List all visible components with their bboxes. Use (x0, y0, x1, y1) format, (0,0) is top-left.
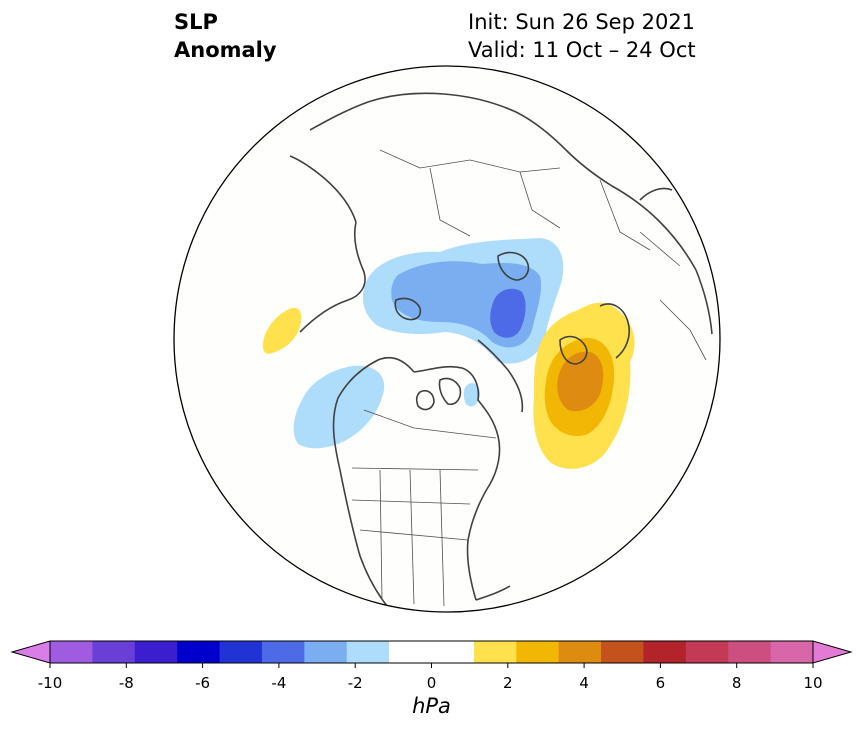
colorbar-cell (304, 641, 348, 663)
colorbar-tick-label: 0 (427, 674, 437, 690)
colorbar-unit-label: hPa (412, 694, 451, 718)
title-line-1: SLP (174, 10, 218, 34)
colorbar-tick-label: 10 (803, 674, 822, 690)
colorbar-tick-label: -2 (348, 674, 363, 690)
colorbar-cell (643, 641, 687, 663)
colorbar-cell (92, 641, 136, 663)
colorbar-cell (685, 641, 729, 663)
anomaly-greenland-high (533, 302, 635, 469)
polar-map (173, 65, 721, 613)
anomaly-siberia-low (362, 238, 564, 364)
colorbar-cell (770, 641, 814, 663)
colorbar-tick-label: -8 (119, 674, 134, 690)
colorbar-tick-label: -4 (271, 674, 286, 690)
anomaly-gulf-of-alaska-low (293, 365, 480, 449)
map-boundary (173, 65, 721, 613)
map-background (174, 66, 720, 612)
borders (351, 149, 707, 607)
colorbar-tick-label: -6 (195, 674, 210, 690)
colorbar-cell (516, 641, 560, 663)
title-line-2: Anomaly (174, 38, 277, 62)
colorbar-cell (728, 641, 772, 663)
colorbar-cell (389, 641, 432, 663)
valid-range: Valid: 11 Oct – 24 Oct (468, 38, 696, 62)
colorbar-cell (50, 641, 93, 663)
colorbar-extend-max (812, 640, 853, 664)
colorbar-cell (473, 641, 517, 663)
colorbar-tick-label: 6 (656, 674, 666, 690)
colorbar-cells (10, 640, 853, 664)
colorbar-cell (346, 641, 390, 663)
colorbar-cell (261, 641, 305, 663)
anomaly-north-pacific-high (262, 307, 302, 354)
init-date: Init: Sun 26 Sep 2021 (468, 10, 696, 34)
map-title: SLP Anomaly (174, 8, 277, 64)
colorbar-cell (219, 641, 263, 663)
colorbar-cell (601, 641, 644, 663)
colorbar-cell (177, 641, 221, 663)
colorbar-extend-min (10, 640, 51, 664)
colorbar-tick-label: 2 (503, 674, 513, 690)
colorbar: -10 -8 -6 -4 -2 0 2 4 6 8 10 (10, 640, 853, 690)
colorbar-ticks: -10 -8 -6 -4 -2 0 2 4 6 8 10 (38, 663, 823, 690)
colorbar-tick-label: 8 (732, 674, 742, 690)
colorbar-cell (558, 641, 602, 663)
colorbar-cell (134, 641, 178, 663)
map-subtitle: Init: Sun 26 Sep 2021 Valid: 11 Oct – 24… (468, 8, 696, 64)
colorbar-tick-label: 4 (579, 674, 589, 690)
colorbar-cell (431, 641, 475, 663)
colorbar-tick-label: -10 (38, 674, 63, 690)
